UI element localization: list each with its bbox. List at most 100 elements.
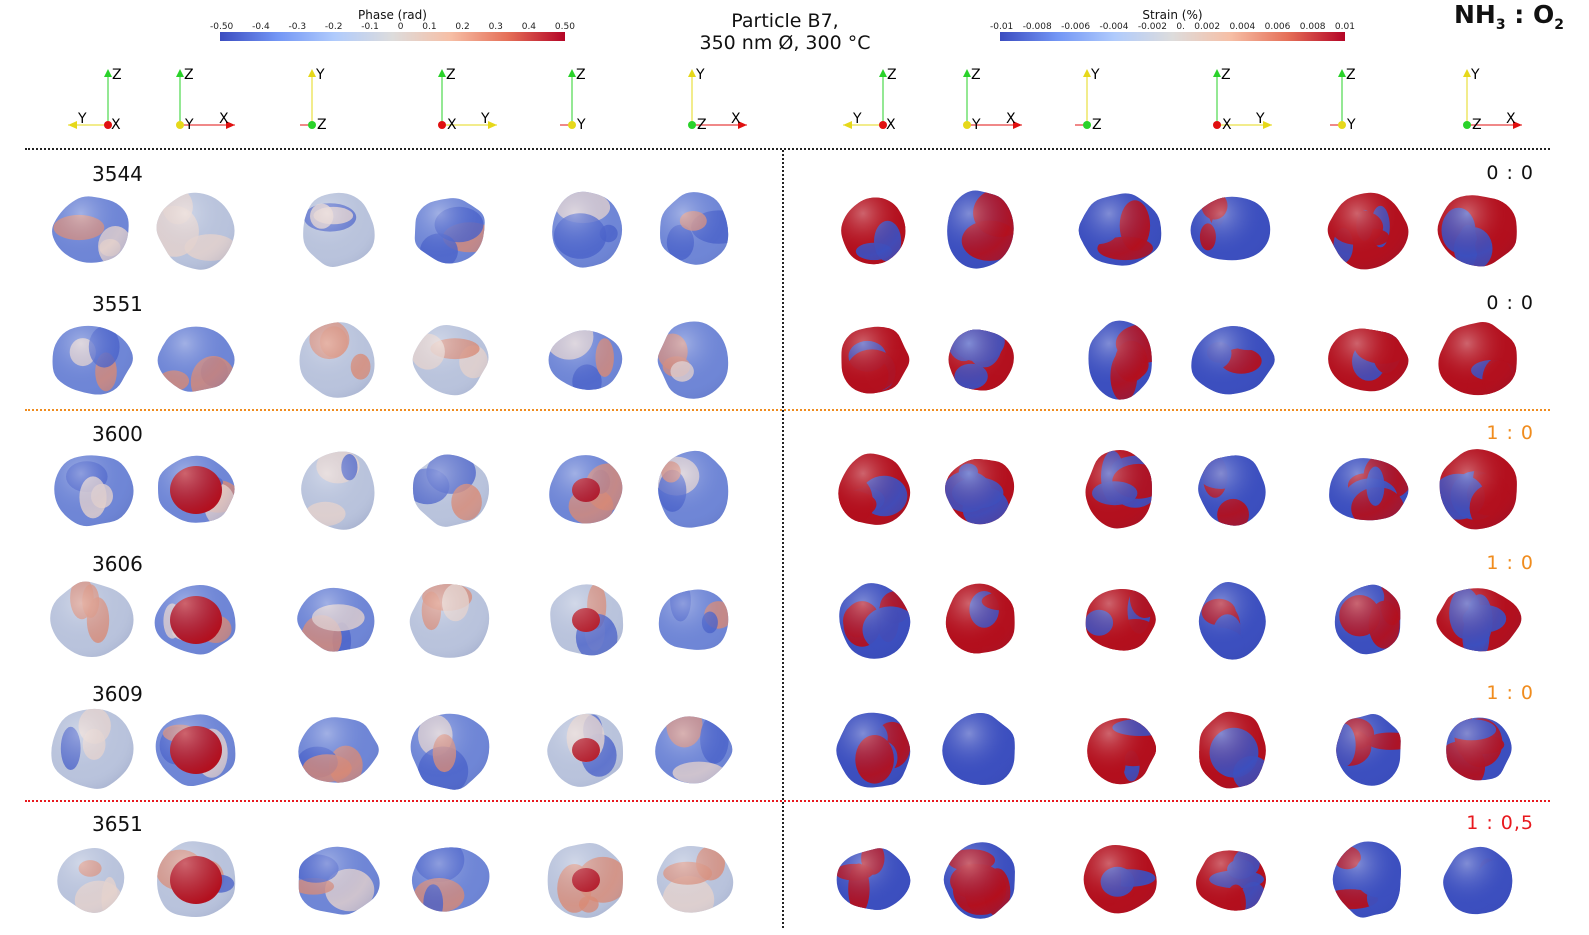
strain-particle-render	[1329, 458, 1409, 521]
phase-particle-render	[297, 587, 375, 652]
strain-particle-render	[1087, 718, 1157, 785]
phase-colorbar-title: Phase (rad)	[358, 8, 427, 22]
colorbar-tick: 0.002	[1194, 22, 1221, 32]
gas-ratio-label: 1 : 0,5	[1466, 812, 1534, 834]
axis-triad: ZXY	[963, 67, 1022, 133]
strain-particle-render	[1199, 711, 1266, 789]
strain-particle-render	[1332, 841, 1402, 918]
phase-particle-render	[157, 326, 235, 392]
phase-particle-render	[547, 842, 623, 918]
phase-particle-render	[52, 196, 129, 263]
scan-number: 3651	[92, 812, 143, 836]
phase-particle-render	[298, 717, 379, 783]
axis-label: X	[219, 111, 229, 127]
colorbar-tick: 0.006	[1264, 22, 1291, 32]
axis-label: Y	[695, 67, 705, 83]
phase-particle-render	[54, 455, 134, 527]
strain-particle-render	[1191, 326, 1275, 395]
axis-triad: YXZ	[688, 67, 747, 133]
phase-particle-render	[156, 192, 235, 270]
phase-particle-render	[547, 713, 624, 787]
colorbar-tick: -0.2	[324, 22, 343, 32]
phase-particle-render	[299, 322, 375, 398]
gas-ratio-header: NH3 : O2	[1454, 0, 1564, 33]
colorbar-tick: -0.008	[1022, 22, 1052, 32]
phase-particle-render	[52, 325, 133, 395]
strain-particle-render	[1443, 846, 1513, 915]
axis-label: Z	[1221, 67, 1231, 83]
strain-colorbar-title: Strain (%)	[1142, 8, 1203, 22]
axis-label: Y	[576, 117, 586, 133]
strain-particle-render	[1336, 714, 1401, 786]
strain-particle-render	[1438, 322, 1517, 396]
colorbar-tick: -0.3	[288, 22, 307, 32]
strain-particle-render	[841, 326, 910, 394]
axis-label: Z	[1346, 67, 1356, 83]
phase-colorbar-ticks: -0.50 -0.4 -0.3 -0.2 -0.1 0 0.1 0.2 0.3 0.4 0.50	[210, 22, 575, 32]
phase-particle-render	[298, 846, 380, 915]
axis-label: Y	[77, 111, 87, 127]
panel-separator	[782, 150, 784, 928]
colorbar-tick: -0.002	[1137, 22, 1167, 32]
phase-particle-render	[154, 585, 236, 655]
colorbar-tick: -0.4	[252, 22, 270, 32]
axis-triad: YXZ	[1075, 67, 1102, 133]
axis-triad: ZXY	[176, 67, 235, 133]
phase-particle-render	[50, 581, 134, 658]
header-separator	[25, 148, 1550, 150]
axis-triad: ZXY	[1330, 67, 1356, 133]
phase-particle-render	[657, 450, 729, 528]
strain-particle-render	[1439, 449, 1517, 530]
colorbar-tick: -0.004	[1099, 22, 1129, 32]
strain-particle-render	[1085, 588, 1156, 651]
colorbar-tick: 0.50	[554, 22, 575, 32]
strain-particle-render	[942, 712, 1015, 785]
colorbar-tick: 0.3	[488, 22, 503, 32]
strain-particle-render	[945, 459, 1015, 525]
colorbar-tick: -0.01	[990, 22, 1014, 32]
strain-particle-render	[838, 453, 911, 525]
strain-colorbar-gradient	[1000, 32, 1345, 41]
axis-triad: Z Y X	[1213, 67, 1272, 133]
gas-b-sub: 2	[1554, 17, 1564, 33]
phase-particle-render	[303, 192, 375, 267]
axis-label: Z	[184, 67, 194, 83]
phase-particle-render	[660, 192, 729, 265]
gas-ratio-label: 0 : 0	[1486, 162, 1534, 184]
gas-sep: :	[1505, 0, 1533, 29]
strain-particle-render	[1446, 717, 1512, 781]
axis-label: Y	[971, 117, 981, 133]
axis-label: Z	[576, 67, 586, 83]
phase-particle-render	[550, 584, 624, 656]
phase-particle-render	[57, 847, 125, 913]
strain-particle-render	[836, 848, 911, 910]
axis-label: X	[447, 117, 457, 133]
strain-particle-render	[1088, 320, 1152, 400]
phase-particle-render	[158, 455, 235, 523]
axis-label: Z	[1472, 117, 1482, 133]
strain-particle-render	[945, 583, 1015, 654]
phase-particle-render	[411, 847, 490, 912]
phase-particle-render	[409, 584, 490, 658]
colorbar-tick: 0	[397, 22, 404, 32]
axis-label: X	[886, 117, 896, 133]
axis-triad: YXZ	[300, 67, 327, 133]
phase-particle-render	[655, 716, 733, 784]
strain-particle-render	[1085, 450, 1152, 529]
axis-triad: ZXY	[560, 67, 586, 133]
gas-a-sub: 3	[1495, 17, 1506, 33]
strain-particle-render	[839, 583, 911, 659]
strain-colorbar: Strain (%) -0.01 -0.008 -0.006 -0.004 -0.002…	[990, 8, 1355, 41]
axis-label: Z	[971, 67, 981, 83]
title-line-1: Particle B7,	[731, 10, 839, 32]
separator-orange	[25, 409, 1550, 411]
axis-label: X	[1222, 117, 1232, 133]
strain-particle-render	[841, 197, 906, 265]
colorbar-tick: -0.1	[361, 22, 379, 32]
phase-colorbar: Phase (rad) -0.50 -0.4 -0.3 -0.2 -0.1 0 0.1 0.2…	[210, 8, 575, 41]
gas-ratio-label: 1 : 0	[1486, 682, 1534, 704]
gas-ratio-label: 0 : 0	[1486, 292, 1534, 314]
page-title: Particle B7, 350 nm Ø, 300 °C	[640, 10, 930, 54]
strain-particle-render	[1334, 584, 1401, 655]
axis-label: X	[111, 117, 121, 133]
